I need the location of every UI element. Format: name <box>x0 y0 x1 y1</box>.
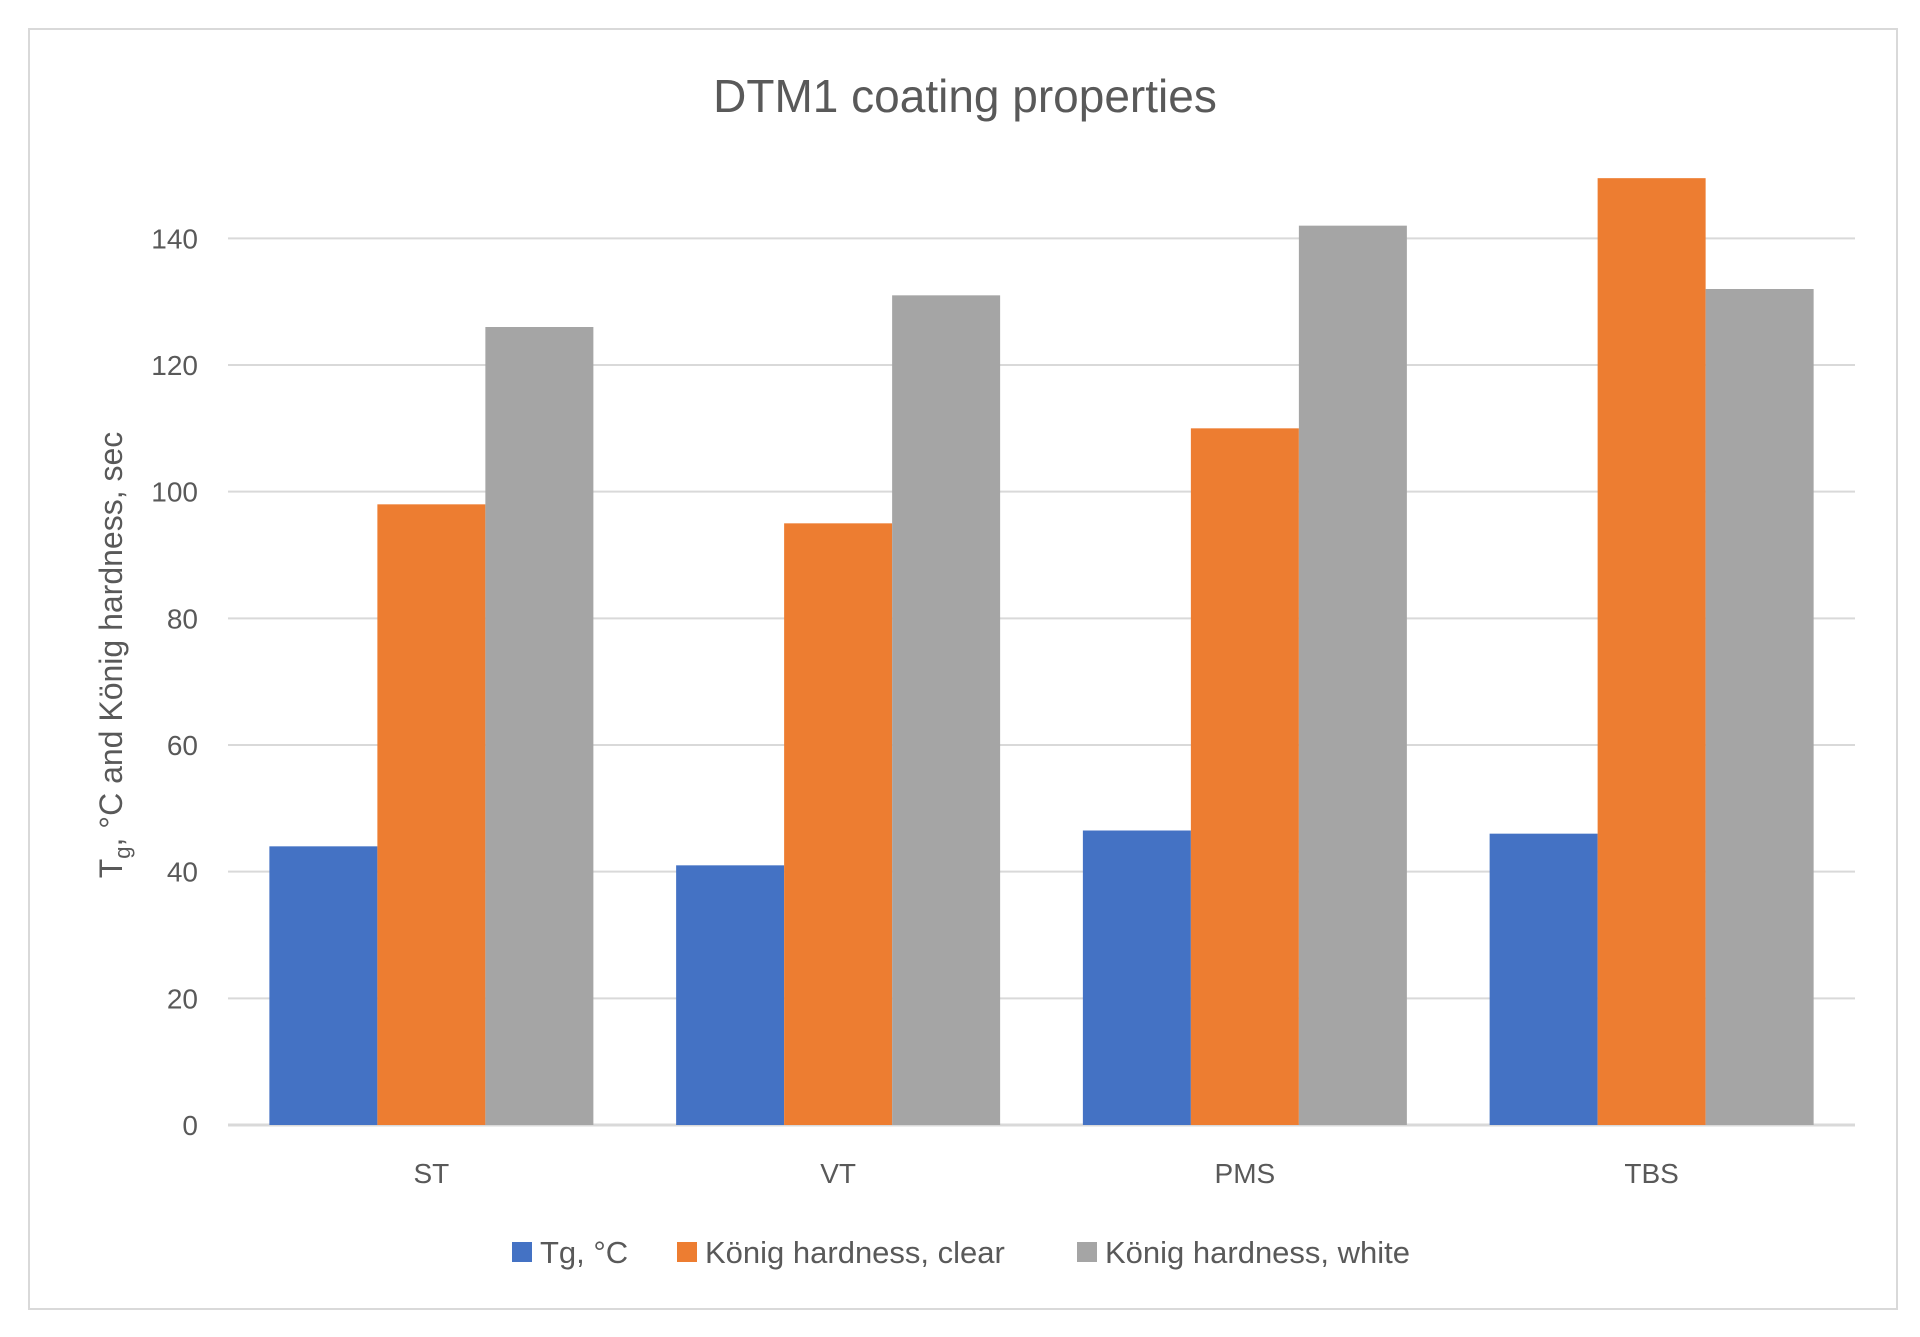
legend-swatch <box>512 1242 532 1262</box>
bars <box>269 178 1814 1125</box>
legend-label: König hardness, white <box>1105 1235 1410 1270</box>
bar-tbs-series-2 <box>1597 178 1706 1125</box>
y-tick-label: 60 <box>167 730 198 761</box>
legend-swatch <box>677 1242 697 1262</box>
legend-swatch <box>1077 1242 1097 1262</box>
x-tick-label: PMS <box>1215 1158 1276 1189</box>
bar-st-series-1 <box>269 846 378 1125</box>
bar-st-series-2 <box>377 504 486 1125</box>
y-axis-ticks: 0 20 40 60 80 100 120 140 <box>151 223 198 1141</box>
y-tick-label: 100 <box>151 477 198 508</box>
y-axis-title-rest: , °C and König hardness, sec <box>93 432 129 847</box>
x-axis-ticks: ST VT PMS TBS <box>413 1158 1678 1189</box>
y-tick-label: 40 <box>167 857 198 888</box>
chart-title: DTM1 coating properties <box>713 70 1217 122</box>
bar-vt-series-2 <box>784 523 893 1125</box>
y-tick-label: 80 <box>167 603 198 634</box>
bar-tbs-series-1 <box>1489 833 1598 1125</box>
x-tick-label: VT <box>820 1158 856 1189</box>
y-axis-title: Tg, °C and König hardness, sec <box>93 432 135 879</box>
y-tick-label: 20 <box>167 983 198 1014</box>
y-axis-title-subscript: g <box>110 847 135 859</box>
bar-st-series-3 <box>485 327 594 1125</box>
legend: Tg, °C König hardness, clear König hardnes… <box>512 1235 1410 1270</box>
bar-pms-series-2 <box>1190 428 1299 1125</box>
bar-vt-series-3 <box>892 295 1001 1125</box>
bar-tbs-series-3 <box>1705 289 1814 1125</box>
legend-label: Tg, °C <box>540 1235 628 1270</box>
x-tick-label: TBS <box>1624 1158 1678 1189</box>
y-tick-label: 120 <box>151 350 198 381</box>
y-axis-title-main: T <box>93 859 129 879</box>
legend-label: König hardness, clear <box>705 1235 1005 1270</box>
x-tick-label: ST <box>413 1158 449 1189</box>
y-tick-label: 140 <box>151 223 198 254</box>
bar-vt-series-1 <box>676 865 785 1125</box>
bar-pms-series-3 <box>1298 225 1407 1125</box>
y-tick-label: 0 <box>182 1110 198 1141</box>
bar-pms-series-1 <box>1082 830 1191 1125</box>
